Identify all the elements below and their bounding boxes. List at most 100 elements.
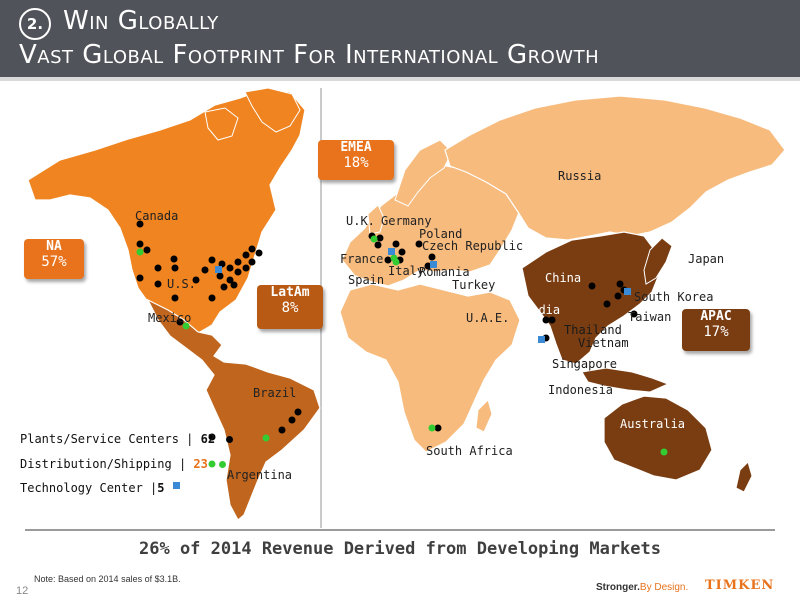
plant-dot <box>234 268 242 276</box>
technology-square <box>215 266 222 273</box>
plant-dot <box>226 276 234 284</box>
plant-dot <box>171 264 179 272</box>
legend-distribution-label: Distribution/Shipping | <box>20 457 187 471</box>
distribution-dot <box>136 248 144 256</box>
plant-dot <box>630 310 638 318</box>
plant-dot <box>201 266 209 274</box>
country-label-brazil: Brazil <box>253 386 297 400</box>
callout-latam-pct: 8% <box>281 300 299 316</box>
country-label-india: India <box>524 303 561 317</box>
plant-dot <box>428 253 436 261</box>
new-zealand-shape <box>735 461 753 493</box>
baffin-island-shape <box>204 107 239 141</box>
distribution-dot <box>660 448 668 456</box>
plant-dot <box>542 316 550 324</box>
country-label-south-africa: South Africa <box>426 444 513 458</box>
plant-dot <box>220 283 228 291</box>
distribution-markers <box>136 235 668 468</box>
plant-dot <box>384 256 392 264</box>
country-label-china: China <box>545 271 582 285</box>
technology-square <box>173 482 180 489</box>
country-label-indonesia: Indonesia <box>548 383 614 397</box>
plant-dot <box>136 240 144 248</box>
plant-dot <box>255 249 263 257</box>
russia-shape <box>444 95 786 241</box>
plant-dot <box>192 276 200 284</box>
country-label-turkey: Turkey <box>452 278 496 292</box>
plant-dot <box>392 240 400 248</box>
country-label-italy: Italy <box>388 264 425 278</box>
country-label-thailand: Thailand <box>564 323 622 337</box>
country-label-south-korea: South Korea <box>634 290 714 304</box>
plant-dot <box>294 408 302 416</box>
country-label-us: U.S. <box>167 277 196 291</box>
country-label-japan: Japan <box>688 252 725 266</box>
plant-dot <box>143 246 151 254</box>
country-label-poland: Poland <box>419 227 463 241</box>
country-label-singapore: Singapore <box>552 357 618 371</box>
tagline: Stronger.By Design. <box>596 582 688 593</box>
plant-markers <box>136 220 638 441</box>
country-label-romania: Romania <box>419 265 470 279</box>
callout-na-pct: 57% <box>41 254 67 270</box>
plant-dot <box>171 294 179 302</box>
distribution-dot <box>182 322 190 330</box>
plant-dot <box>548 316 556 324</box>
legend-plants-label: Plants/Service Centers | <box>20 432 194 446</box>
plant-dot <box>230 281 238 289</box>
legend-distribution-dot <box>219 461 227 468</box>
plant-dot <box>424 262 432 270</box>
legend-plants-dot <box>226 436 234 443</box>
plant-dot <box>226 264 234 272</box>
plant-dot <box>208 294 216 302</box>
plant-dot <box>248 245 256 253</box>
page-number: 12 <box>16 585 29 597</box>
slide-title: Win Globally <box>63 6 219 36</box>
plant-dot <box>242 264 250 272</box>
distribution-dot <box>262 434 270 442</box>
indonesia-shape <box>581 367 670 393</box>
technology-markers <box>173 248 631 489</box>
plant-dot <box>176 318 184 326</box>
plant-dot <box>376 234 384 242</box>
country-label-germany: Germany <box>381 214 432 228</box>
plant-dot <box>434 424 442 432</box>
plant-dot <box>242 251 250 259</box>
country-label-australia: Australia <box>620 417 686 431</box>
country-label-argentina: Argentina <box>227 468 293 482</box>
distribution-dot <box>208 460 216 468</box>
plant-dot <box>288 416 296 424</box>
tagline-by-design: By Design. <box>639 582 689 593</box>
technology-square <box>624 288 631 295</box>
japan-shape <box>643 237 673 285</box>
madagascar-shape <box>475 399 493 433</box>
country-label-spain: Spain <box>348 273 385 287</box>
callout-emea-name: EMEA <box>340 140 372 155</box>
world-map <box>27 87 786 528</box>
australia-shape <box>603 395 713 481</box>
plant-dot <box>415 240 423 248</box>
technology-square <box>388 248 395 255</box>
legend-plants-count: 62 <box>200 432 216 446</box>
plant-dot <box>616 280 624 288</box>
distribution-dot <box>370 235 378 243</box>
callout-latam: LatAm 8% <box>257 285 323 329</box>
plant-dot <box>248 258 256 266</box>
plant-dot <box>218 260 226 268</box>
plant-dot <box>208 256 216 264</box>
plant-dot <box>614 292 622 300</box>
legend-technology-label: Technology Center | <box>20 481 158 495</box>
callout-latam-name: LatAm <box>270 285 310 300</box>
africa-middle-east-shape <box>339 283 521 453</box>
slide-subtitle: Vast Global Footprint For International … <box>19 40 600 70</box>
country-label-canada: Canada <box>135 209 179 223</box>
callout-emea: EMEA 18% <box>318 140 394 180</box>
callout-na-name: NA <box>46 239 62 254</box>
footer-divider <box>25 529 775 531</box>
greenland-shape <box>244 87 301 133</box>
timken-logo: TIMKEN <box>705 578 775 593</box>
legend-technology: Technology Center |5 <box>20 481 165 495</box>
legend-technology-count: 5 <box>157 481 165 495</box>
legend-plants: Plants/Service Centers | 62 <box>20 432 234 446</box>
revenue-banner: 26% of 2014 Revenue Derived from Develop… <box>139 539 661 559</box>
